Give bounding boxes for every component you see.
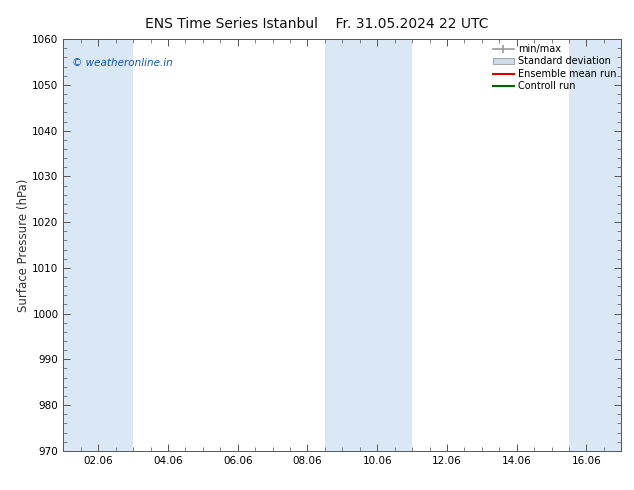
Y-axis label: Surface Pressure (hPa): Surface Pressure (hPa): [16, 178, 30, 312]
Legend: min/max, Standard deviation, Ensemble mean run, Controll run: min/max, Standard deviation, Ensemble me…: [491, 42, 618, 93]
Text: © weatheronline.in: © weatheronline.in: [72, 58, 172, 68]
Bar: [46, 39, 133, 451]
Text: ENS Time Series Istanbul    Fr. 31.05.2024 22 UTC: ENS Time Series Istanbul Fr. 31.05.2024 …: [145, 17, 489, 31]
Bar: [569, 39, 634, 451]
Bar: [325, 39, 412, 451]
